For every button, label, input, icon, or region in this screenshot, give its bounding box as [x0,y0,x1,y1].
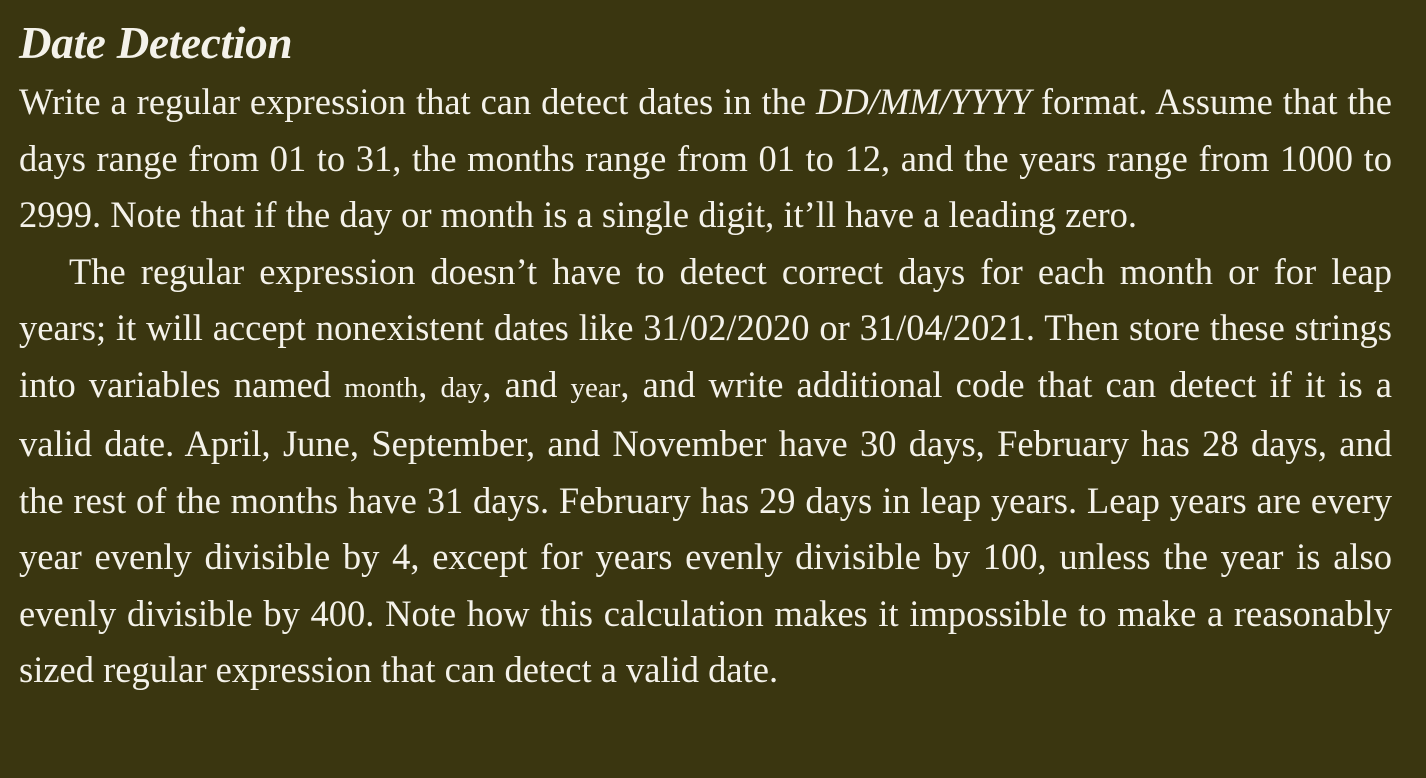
paragraph-1-text-end: format. Assume that the days range from … [19,81,1392,235]
date-format: DD/MM/YYYY [815,81,1031,122]
separator-1: , [418,363,441,405]
paragraph-2-text-start: The regular expression doesn’t have to d… [19,250,1392,405]
variable-month: month [344,371,419,404]
paragraph-2-text-end: , and write additional code that can det… [19,363,1393,691]
paragraph-1-text-start: Write a regular expression that can dete… [19,81,816,122]
variable-day: day [440,371,483,404]
paragraph-2: The regular expression doesn’t have to d… [19,244,1392,699]
section-title: Date Detection [19,18,293,68]
separator-2: , and [482,363,571,405]
variable-year: year [570,371,621,404]
paragraph-1: Write a regular expression that can dete… [19,74,1392,244]
